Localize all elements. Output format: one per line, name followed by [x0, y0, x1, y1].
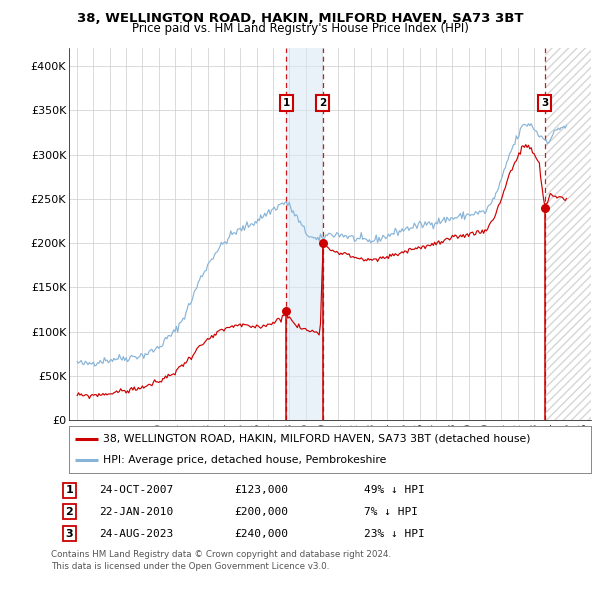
Text: This data is licensed under the Open Government Licence v3.0.: This data is licensed under the Open Gov… [51, 562, 329, 571]
Bar [545, 48, 591, 420]
Text: Contains HM Land Registry data © Crown copyright and database right 2024.: Contains HM Land Registry data © Crown c… [51, 550, 391, 559]
Text: 2: 2 [65, 507, 73, 517]
Text: £200,000: £200,000 [235, 507, 289, 517]
Text: 24-OCT-2007: 24-OCT-2007 [100, 485, 174, 495]
Text: 24-AUG-2023: 24-AUG-2023 [100, 529, 174, 539]
Text: 2: 2 [319, 99, 326, 108]
Text: £123,000: £123,000 [235, 485, 289, 495]
Bar [286, 48, 323, 420]
Text: 49% ↓ HPI: 49% ↓ HPI [364, 485, 425, 495]
Text: 3: 3 [541, 99, 548, 108]
Text: 38, WELLINGTON ROAD, HAKIN, MILFORD HAVEN, SA73 3BT: 38, WELLINGTON ROAD, HAKIN, MILFORD HAVE… [77, 12, 523, 25]
Text: 22-JAN-2010: 22-JAN-2010 [100, 507, 174, 517]
Text: 3: 3 [65, 529, 73, 539]
Text: £240,000: £240,000 [235, 529, 289, 539]
Text: Price paid vs. HM Land Registry's House Price Index (HPI): Price paid vs. HM Land Registry's House … [131, 22, 469, 35]
Text: 38, WELLINGTON ROAD, HAKIN, MILFORD HAVEN, SA73 3BT (detached house): 38, WELLINGTON ROAD, HAKIN, MILFORD HAVE… [103, 434, 530, 444]
Text: 23% ↓ HPI: 23% ↓ HPI [364, 529, 425, 539]
Text: HPI: Average price, detached house, Pembrokeshire: HPI: Average price, detached house, Pemb… [103, 455, 386, 466]
Bar [545, 48, 591, 420]
Text: 1: 1 [283, 99, 290, 108]
Text: 7% ↓ HPI: 7% ↓ HPI [364, 507, 418, 517]
Text: 1: 1 [65, 485, 73, 495]
